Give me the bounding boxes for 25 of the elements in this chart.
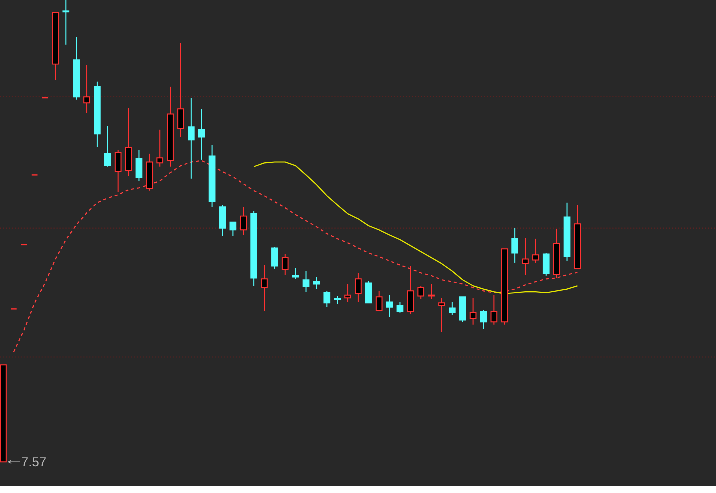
candlestick: [355, 272, 362, 303]
candlestick: [438, 298, 446, 333]
candlestick: [302, 270, 310, 293]
candlestick: [490, 294, 498, 326]
candlestick: [178, 42, 184, 138]
candlestick: [188, 98, 195, 180]
candlestick: [250, 210, 258, 287]
candlestick: [73, 36, 80, 100]
candlestick: [240, 206, 248, 236]
candlestick: [208, 144, 216, 208]
candlestick: [114, 150, 122, 193]
candlestick: [198, 108, 206, 160]
candlestick: [261, 264, 268, 312]
candlestick: [522, 238, 529, 276]
candlestick: [156, 129, 164, 168]
candlestick: [282, 254, 289, 276]
candlestick: [167, 86, 174, 168]
candlestick: [532, 238, 540, 264]
candlestick: [94, 81, 101, 148]
candlestick: [512, 228, 518, 264]
candlestick: [470, 298, 477, 326]
candlestick: [84, 64, 90, 114]
annotation: 7.57: [22, 458, 46, 467]
candlestick: [62, 0, 70, 46]
candlestick: [125, 108, 132, 177]
